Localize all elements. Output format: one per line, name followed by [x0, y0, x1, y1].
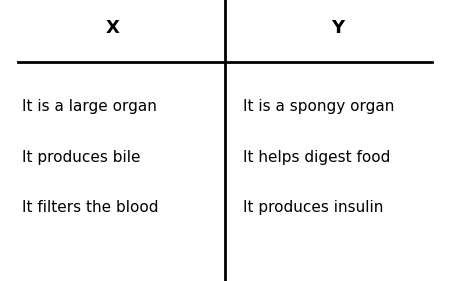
Text: It filters the blood: It filters the blood: [22, 200, 159, 216]
Text: It is a spongy organ: It is a spongy organ: [243, 99, 394, 114]
Text: It produces bile: It produces bile: [22, 150, 141, 165]
Text: It produces insulin: It produces insulin: [243, 200, 383, 216]
Text: X: X: [106, 19, 119, 37]
Text: It is a large organ: It is a large organ: [22, 99, 158, 114]
Text: Y: Y: [331, 19, 344, 37]
Text: It helps digest food: It helps digest food: [243, 150, 391, 165]
